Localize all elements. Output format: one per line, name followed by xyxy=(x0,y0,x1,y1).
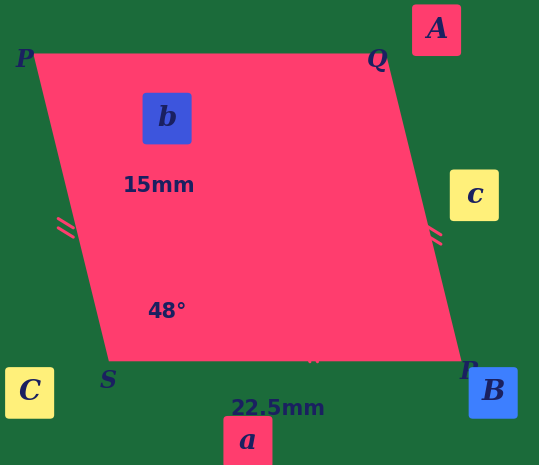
Text: S: S xyxy=(99,369,116,393)
FancyBboxPatch shape xyxy=(224,416,273,465)
FancyBboxPatch shape xyxy=(469,367,518,418)
Text: A: A xyxy=(426,17,447,44)
Text: P: P xyxy=(16,48,33,73)
FancyBboxPatch shape xyxy=(142,93,192,144)
Text: Q: Q xyxy=(367,48,388,73)
Text: b: b xyxy=(157,105,177,132)
Text: 48°: 48° xyxy=(147,301,187,322)
Text: c: c xyxy=(466,182,483,209)
Text: 22.5mm: 22.5mm xyxy=(230,399,325,419)
Text: a: a xyxy=(239,428,257,455)
Text: R: R xyxy=(459,360,479,384)
Text: C: C xyxy=(18,379,41,406)
FancyBboxPatch shape xyxy=(5,367,54,418)
Text: 15mm: 15mm xyxy=(123,176,195,196)
FancyBboxPatch shape xyxy=(412,4,461,56)
Text: B: B xyxy=(481,379,505,406)
FancyBboxPatch shape xyxy=(450,170,499,221)
Polygon shape xyxy=(35,55,460,360)
